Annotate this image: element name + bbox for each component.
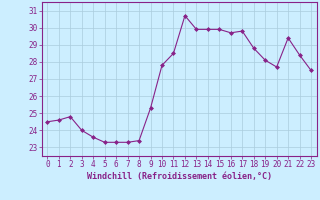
X-axis label: Windchill (Refroidissement éolien,°C): Windchill (Refroidissement éolien,°C) xyxy=(87,172,272,181)
